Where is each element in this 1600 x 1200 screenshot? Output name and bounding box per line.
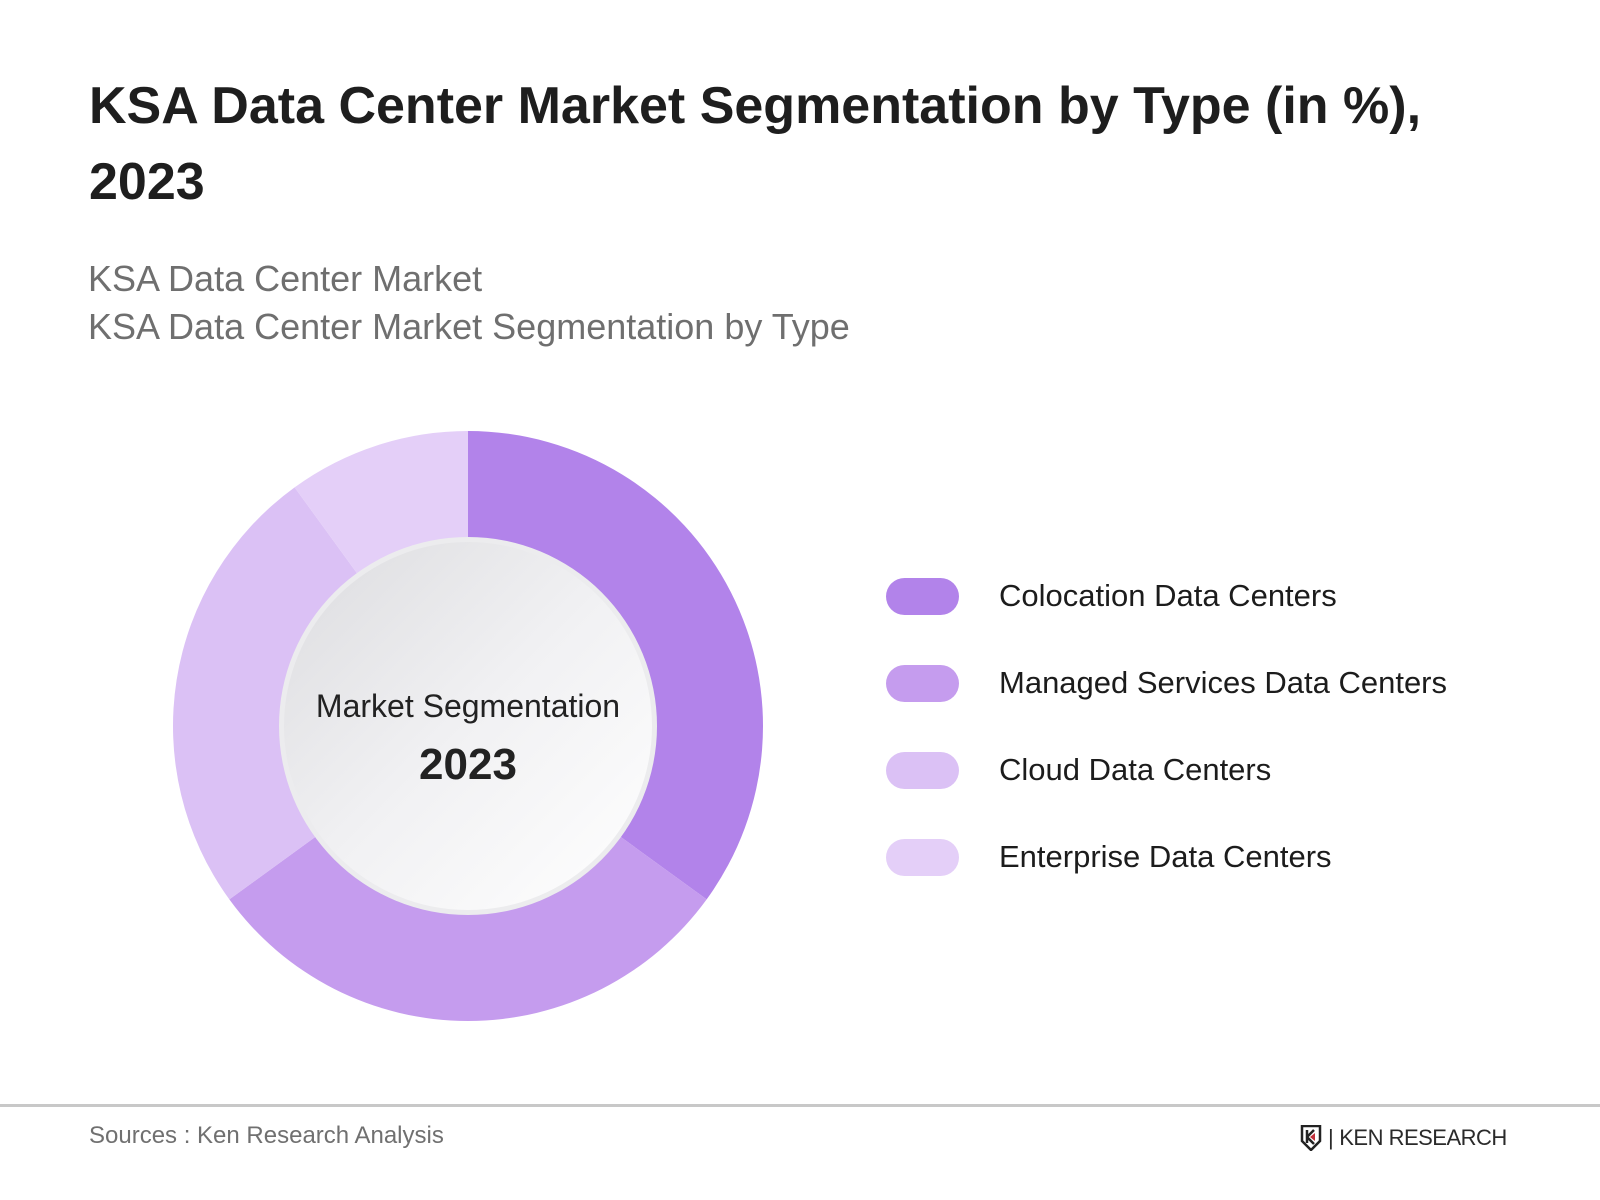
chart-title: KSA Data Center Market Segmentation by T… bbox=[89, 77, 1422, 211]
legend-label: Cloud Data Centers bbox=[999, 752, 1272, 787]
logo-wordmark: KEN RESEARCH bbox=[1339, 1125, 1507, 1150]
legend-swatch bbox=[886, 838, 959, 876]
legend-swatch bbox=[886, 664, 959, 702]
center-label: Market Segmentation bbox=[315, 688, 621, 724]
slice-managed-services-data-centers bbox=[229, 834, 707, 1022]
subtitle-line-1: KSA Data Center Market bbox=[88, 258, 483, 299]
center-year: 2023 bbox=[419, 740, 517, 789]
legend-label: Managed Services Data Centers bbox=[999, 665, 1448, 700]
legend-swatch bbox=[886, 577, 959, 615]
ken-research-logo: | KEN RESEARCH bbox=[1300, 1125, 1507, 1151]
legend-item: Colocation Data Centers bbox=[886, 576, 1337, 616]
subtitle-line-2: KSA Data Center Market Segmentation by T… bbox=[88, 306, 850, 347]
footer-divider bbox=[0, 1104, 1600, 1107]
slice-enterprise-data-centers bbox=[294, 431, 468, 578]
ken-logo-icon bbox=[1300, 1125, 1322, 1151]
legend-swatch bbox=[886, 751, 959, 789]
legend-item: Enterprise Data Centers bbox=[886, 837, 1332, 877]
slice-colocation-data-centers bbox=[468, 431, 763, 900]
logo-text: | bbox=[1328, 1125, 1334, 1150]
legend-item: Cloud Data Centers bbox=[886, 750, 1271, 790]
source-note: Sources : Ken Research Analysis bbox=[89, 1122, 444, 1149]
slice-cloud-data-centers bbox=[173, 487, 360, 900]
legend-label: Enterprise Data Centers bbox=[999, 839, 1332, 874]
legend-item: Managed Services Data Centers bbox=[886, 663, 1447, 703]
center-disc bbox=[284, 542, 652, 910]
legend-label: Colocation Data Centers bbox=[999, 578, 1337, 613]
